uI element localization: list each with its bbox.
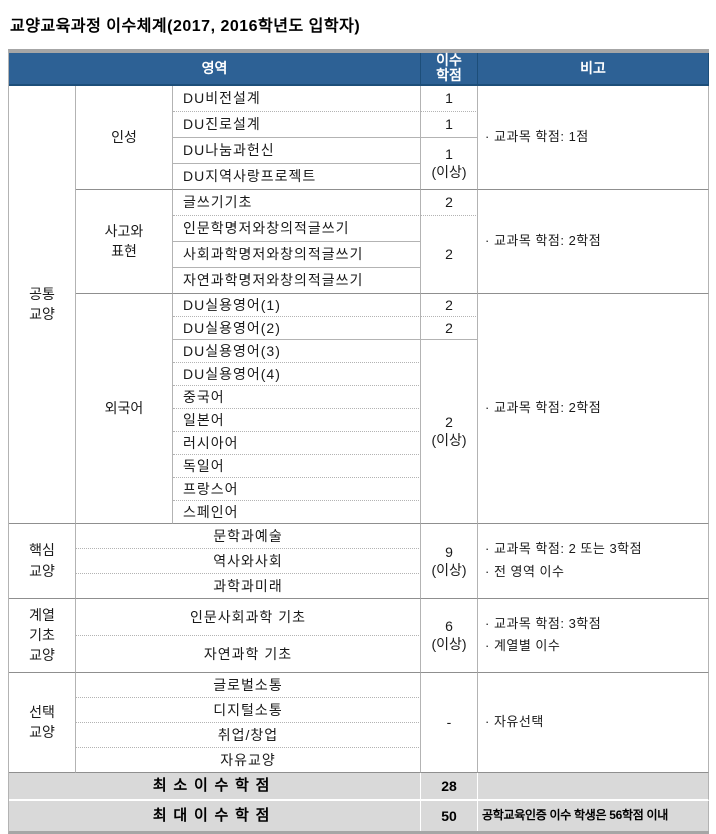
table-row: 러시아어 xyxy=(9,431,709,455)
course-cell: DU실용영어(3) xyxy=(173,339,421,363)
credit-cell: 2 (이상) xyxy=(421,339,478,524)
course-cell: 중국어 xyxy=(173,385,421,409)
course-cell: 프랑스어 xyxy=(173,477,421,501)
note-cell: · 교과목 학점: 1점 xyxy=(478,85,709,190)
course-cell: 취업/창업 xyxy=(76,722,421,748)
note-cell: · 자유선택 xyxy=(478,672,709,773)
credit-cell: 2 xyxy=(421,293,478,317)
credit-cell: 9 (이상) xyxy=(421,523,478,599)
table-row: 독일어 xyxy=(9,454,709,478)
course-cell: 인문학명저와창의적글쓰기 xyxy=(173,215,421,242)
course-cell: DU실용영어(4) xyxy=(173,362,421,386)
credit-cell: 6 (이상) xyxy=(421,598,478,673)
curriculum-table: 영역 이수 학점 비고 공통 교양 인성 DU비전설계 1 · 교과목 학점: … xyxy=(9,52,709,831)
page-title: 교양교육과정 이수체계(2017, 2016학년도 입학자) xyxy=(10,18,361,35)
credit-cell: 1 xyxy=(421,85,478,112)
note-cell: · 교과목 학점: 2 또는 3학점 · 전 영역 이수 xyxy=(478,523,709,599)
course-cell: DU비전설계 xyxy=(173,85,421,112)
category-cell: 계열 기초 교양 xyxy=(9,598,76,673)
header-credits: 이수 학점 xyxy=(421,52,478,86)
footer-max-label: 최대이수학점 xyxy=(9,800,421,831)
course-cell: 글쓰기기초 xyxy=(173,189,421,216)
course-cell: 스페인어 xyxy=(173,500,421,524)
table-row: 일본어 xyxy=(9,408,709,432)
category-cell: 공통 교양 xyxy=(9,85,76,524)
table-row: 공통 교양 인성 DU비전설계 1 · 교과목 학점: 1점 xyxy=(9,85,709,524)
table-row: DU진로설계 1 xyxy=(9,111,709,138)
table-row: 자유교양 xyxy=(9,747,709,773)
course-cell: 과학과미래 xyxy=(76,573,421,599)
credit-cell: - xyxy=(421,672,478,773)
course-cell: 자유교양 xyxy=(76,747,421,773)
note-cell: · 교과목 학점: 2학점 xyxy=(478,189,709,294)
course-cell: DU실용영어(2) xyxy=(173,316,421,340)
credit-cell: 1 (이상) xyxy=(421,137,478,190)
footer-min-credit: 28 xyxy=(421,772,478,801)
category-cell: 선택 교양 xyxy=(9,672,76,773)
course-cell: 러시아어 xyxy=(173,431,421,455)
course-cell: 일본어 xyxy=(173,408,421,432)
table-row: 스페인어 xyxy=(9,500,709,524)
credit-cell: 1 xyxy=(421,111,478,138)
course-cell: DU진로설계 xyxy=(173,111,421,138)
credit-cell: 2 xyxy=(421,316,478,340)
subsection-cell: 인성 xyxy=(76,85,173,190)
table-row: 중국어 xyxy=(9,385,709,409)
table-row: 핵심 교양 문학과예술 9 (이상) · 교과목 학점: 2 또는 3학점 · … xyxy=(9,523,709,599)
table-row: 취업/창업 xyxy=(9,722,709,748)
table-row: 계열 기초 교양 인문사회과학 기초 6 (이상) · 교과목 학점: 3학점 … xyxy=(9,598,709,673)
table-row: 과학과미래 xyxy=(9,573,709,599)
table-row: 인문학명저와창의적글쓰기 2 xyxy=(9,215,709,294)
table-header-row: 영역 이수 학점 비고 xyxy=(9,52,709,86)
course-cell: 독일어 xyxy=(173,454,421,478)
course-cell: 글로벌소통 xyxy=(76,672,421,698)
footer-row-min-credits: 최소이수학점 28 xyxy=(9,772,709,801)
course-cell: 자연과학명저와창의적글쓰기 xyxy=(173,267,421,294)
footer-max-note: 공학교육인증 이수 학생은 56학점 이내 xyxy=(478,800,709,831)
course-cell: 디지털소통 xyxy=(76,697,421,723)
table-row: 자연과학명저와창의적글쓰기 xyxy=(9,267,709,294)
footer-min-label: 최소이수학점 xyxy=(9,772,421,801)
table-row: 사회과학명저와창의적글쓰기 xyxy=(9,241,709,268)
header-note: 비고 xyxy=(478,53,709,86)
footer-min-note xyxy=(478,772,709,801)
subsection-cell: 사고와 표현 xyxy=(76,189,173,294)
table-row: 외국어 DU실용영어(1) 2 · 교과목 학점: 2학점 xyxy=(9,293,709,524)
table-row: 프랑스어 xyxy=(9,477,709,501)
curriculum-table-wrap: 영역 이수 학점 비고 공통 교양 인성 DU비전설계 1 · 교과목 학점: … xyxy=(8,49,709,834)
header-area: 영역 xyxy=(9,53,421,86)
category-cell: 핵심 교양 xyxy=(9,523,76,599)
course-cell: 사회과학명저와창의적글쓰기 xyxy=(173,241,421,268)
course-cell: 문학과예술 xyxy=(76,523,421,549)
table-row: DU실용영어(4) xyxy=(9,362,709,386)
course-cell: 인문사회과학 기초 xyxy=(76,598,421,636)
course-cell: DU지역사랑프로젝트 xyxy=(173,163,421,190)
table-row: 선택 교양 글로벌소통 - · 자유선택 xyxy=(9,672,709,773)
course-cell: 자연과학 기초 xyxy=(76,635,421,673)
credit-cell: 2 xyxy=(421,189,478,216)
note-cell: · 교과목 학점: 2학점 xyxy=(478,293,709,524)
table-row: 사고와 표현 글쓰기기초 2 · 교과목 학점: 2학점 xyxy=(9,189,709,294)
course-cell: DU나눔과헌신 xyxy=(173,137,421,164)
course-cell: 역사와사회 xyxy=(76,548,421,574)
table-row: DU지역사랑프로젝트 xyxy=(9,163,709,190)
footer-row-max-credits: 최대이수학점 50 공학교육인증 이수 학생은 56학점 이내 xyxy=(9,800,709,831)
footer-max-credit: 50 xyxy=(421,800,478,831)
subsection-cell: 외국어 xyxy=(76,293,173,524)
table-row: DU실용영어(3) 2 (이상) xyxy=(9,339,709,524)
note-cell: · 교과목 학점: 3학점 · 계열별 이수 xyxy=(478,598,709,673)
table-row: DU나눔과헌신 1 (이상) xyxy=(9,137,709,190)
table-row: 역사와사회 xyxy=(9,548,709,574)
table-row: DU실용영어(2) 2 xyxy=(9,316,709,340)
course-cell: DU실용영어(1) xyxy=(173,293,421,317)
credit-cell: 2 xyxy=(421,215,478,294)
table-row: 디지털소통 xyxy=(9,697,709,723)
table-row: 자연과학 기초 xyxy=(9,635,709,673)
